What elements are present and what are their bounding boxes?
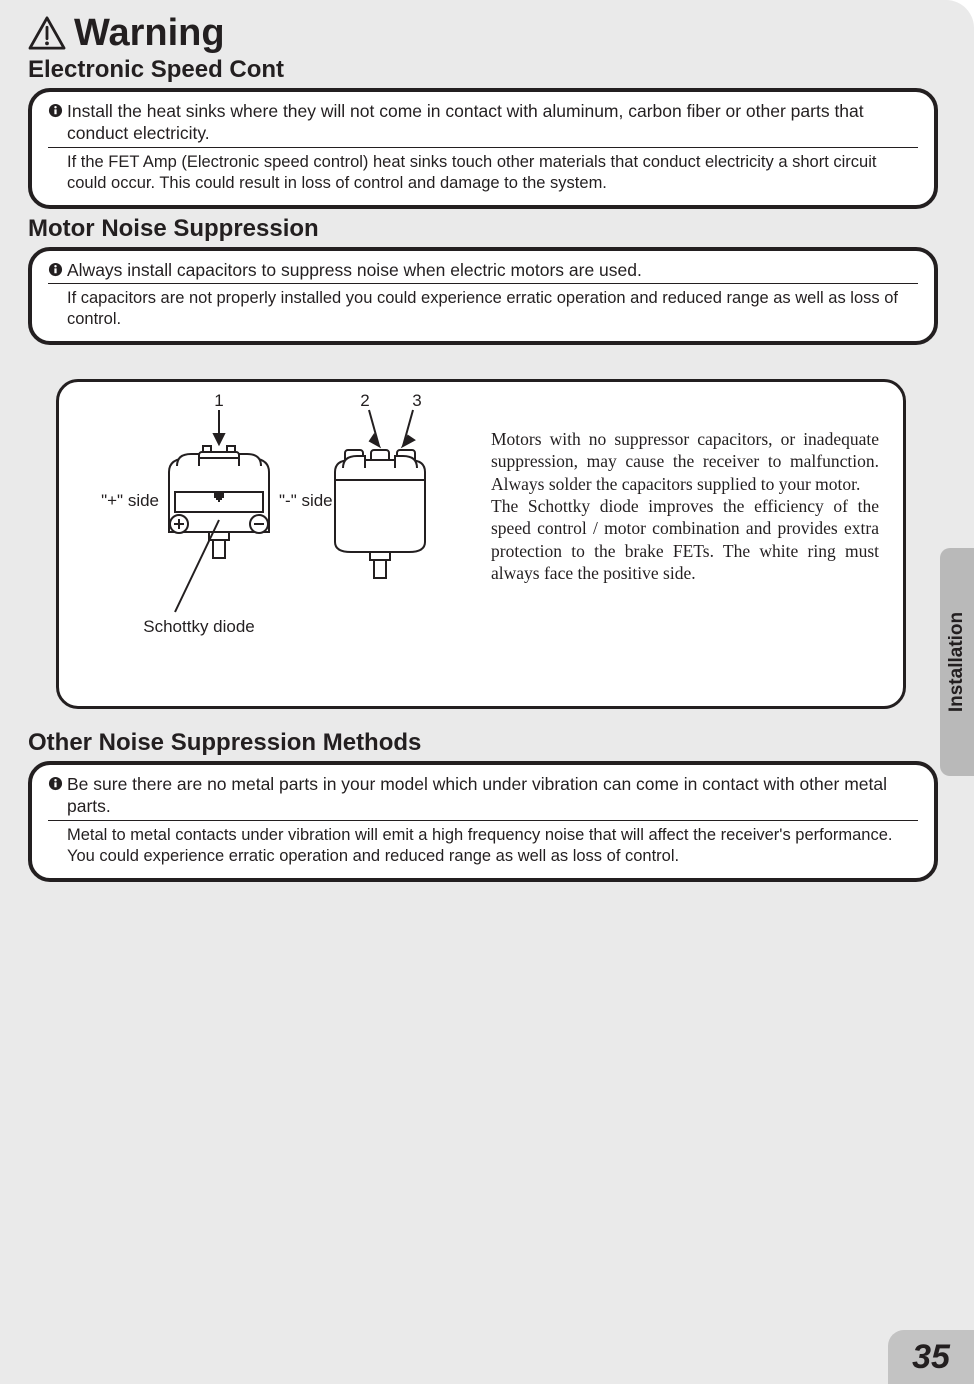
section-side-tab: Installation xyxy=(940,548,974,776)
callout-lead: Install the heat sinks where they will n… xyxy=(48,100,918,148)
diagram-label-3: 3 xyxy=(412,392,421,410)
diagram-text-content: Motors with no suppressor capacitors, or… xyxy=(491,429,879,583)
page-number: 35 xyxy=(912,1338,950,1377)
diagram-label-schottky: Schottky diode xyxy=(143,617,255,636)
info-bullet-icon xyxy=(48,262,63,277)
warning-heading: Warning xyxy=(28,14,938,52)
diagram-label-plus: "+" side xyxy=(101,491,159,510)
body-text: Metal to metal contacts under vibration … xyxy=(48,825,918,868)
motor-diagram-box: 1 xyxy=(56,379,906,709)
side-tab-label: Installation xyxy=(946,612,968,712)
body-text: If the FET Amp (Electronic speed control… xyxy=(48,152,918,195)
section-heading-esc: Electronic Speed Cont xyxy=(28,56,938,84)
info-bullet-icon xyxy=(48,103,63,118)
lead-text: Install the heat sinks where they will n… xyxy=(67,100,918,145)
section-heading-other-noise: Other Noise Suppression Methods xyxy=(28,729,938,757)
diagram-description: Motors with no suppressor capacitors, or… xyxy=(491,392,879,696)
lead-text: Be sure there are no metal parts in your… xyxy=(67,773,918,818)
warning-triangle-icon xyxy=(28,16,66,50)
diagram-label-minus: "-" side xyxy=(279,491,333,510)
section-heading-motor-noise: Motor Noise Suppression xyxy=(28,215,938,243)
info-bullet-icon xyxy=(48,776,63,791)
callout-lead: Always install capacitors to suppress no… xyxy=(48,259,918,284)
motor-diagram-icon: 1 xyxy=(77,392,467,692)
diagram-label-2: 2 xyxy=(360,392,369,410)
body-text: If capacitors are not properly installed… xyxy=(48,288,918,331)
manual-page: Warning Electronic Speed Cont Install th… xyxy=(0,0,974,1384)
diagram-label-1: 1 xyxy=(214,392,223,410)
callout-lead: Be sure there are no metal parts in your… xyxy=(48,773,918,821)
lead-text: Always install capacitors to suppress no… xyxy=(67,259,642,281)
page-number-tab: 35 xyxy=(888,1330,974,1384)
callout-esc: Install the heat sinks where they will n… xyxy=(28,88,938,209)
callout-other-noise: Be sure there are no metal parts in your… xyxy=(28,761,938,882)
callout-motor-noise: Always install capacitors to suppress no… xyxy=(28,247,938,345)
warning-label: Warning xyxy=(74,14,225,52)
